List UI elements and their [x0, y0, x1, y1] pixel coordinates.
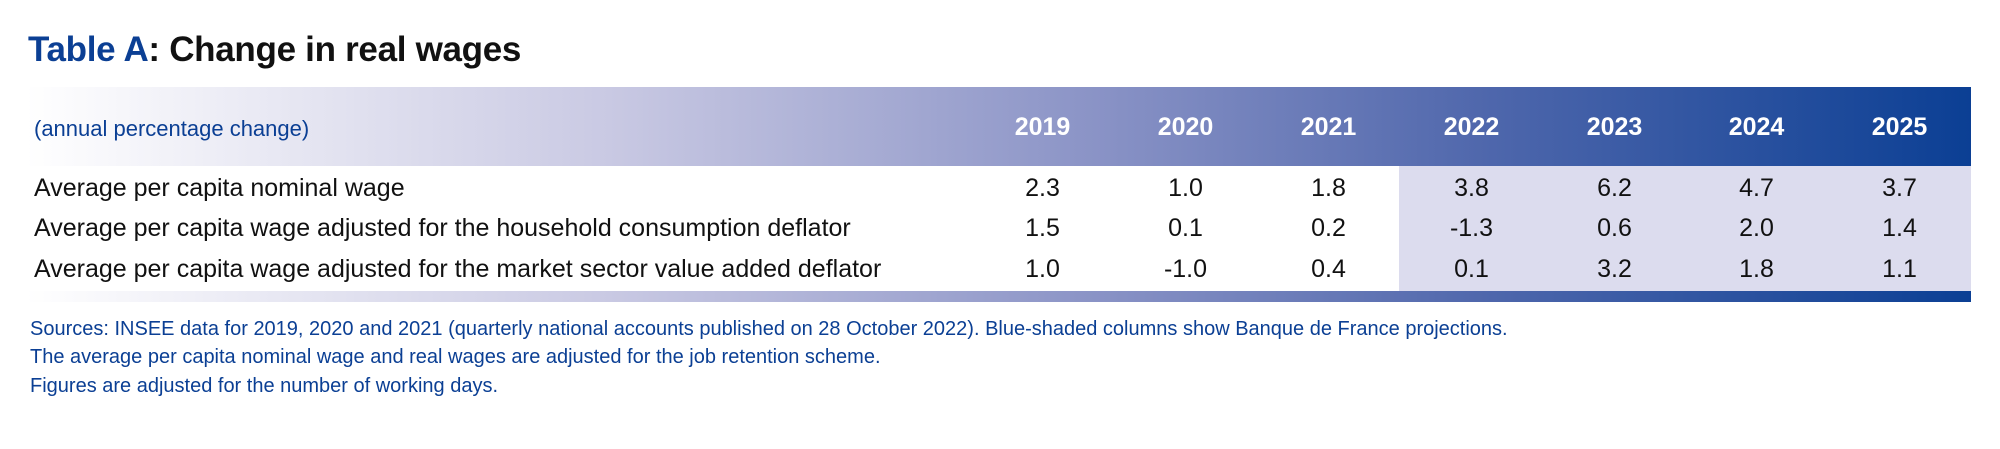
row-label: Average per capita nominal wage [34, 174, 405, 202]
year-header: 2022 [1443, 113, 1500, 141]
footnote: Figures are adjusted for the number of w… [30, 375, 499, 397]
table-title-text: : Change in real wages [148, 30, 522, 69]
table-cell: 1.0 [1168, 174, 1203, 202]
year-header: 2020 [1157, 113, 1214, 141]
table-cell: 0.6 [1597, 214, 1632, 242]
table-row: Average per capita nominal wage 2.3 1.0 1.8… [26, 168, 1971, 208]
row-label: Average per capita wage adjusted for the… [34, 214, 851, 242]
year-header: 2023 [1586, 113, 1643, 141]
year-header: 2021 [1300, 113, 1357, 141]
table-cell: 3.8 [1454, 174, 1489, 202]
projection-shading [1399, 166, 1971, 291]
table-cell: -1.0 [1163, 255, 1208, 283]
table-row: Average per capita wage adjusted for the… [26, 249, 1971, 289]
table-cell: 2.0 [1739, 214, 1774, 242]
table-cell: 0.4 [1311, 255, 1346, 283]
table-cell: 1.5 [1025, 214, 1060, 242]
row-label: Average per capita wage adjusted for the… [34, 255, 882, 283]
table-bottom-bar [26, 291, 1971, 302]
table-cell: 1.1 [1882, 255, 1917, 283]
table-cell: 1.8 [1739, 255, 1774, 283]
table-cell: 4.7 [1739, 174, 1774, 202]
table-cell: -1.3 [1449, 214, 1494, 242]
year-header: 2019 [1014, 113, 1071, 141]
table-cell: 1.8 [1311, 174, 1346, 202]
table-cell: 0.1 [1168, 214, 1203, 242]
table-header: (annual percentage change) 2019 2020 202… [26, 87, 1971, 166]
unit-label: (annual percentage change) [34, 116, 310, 141]
source-note: Sources: INSEE data for 2019, 2020 and 2… [30, 318, 1508, 340]
year-header: 2025 [1871, 113, 1928, 141]
table-row: Average per capita wage adjusted for the… [26, 208, 1971, 248]
table-cell: 6.2 [1597, 174, 1632, 202]
table-cell: 1.0 [1025, 255, 1060, 283]
table-cell: 2.3 [1025, 174, 1060, 202]
table-cell: 3.7 [1882, 174, 1917, 202]
table-cell: 3.2 [1597, 255, 1632, 283]
table-title: Table A: Change in real wages [28, 30, 521, 70]
table-label: Table A [28, 30, 149, 69]
footnote: The average per capita nominal wage and … [30, 346, 881, 368]
year-header: 2024 [1728, 113, 1785, 141]
table-cell: 0.1 [1454, 255, 1489, 283]
table-cell: 1.4 [1882, 214, 1917, 242]
table-cell: 0.2 [1311, 214, 1346, 242]
